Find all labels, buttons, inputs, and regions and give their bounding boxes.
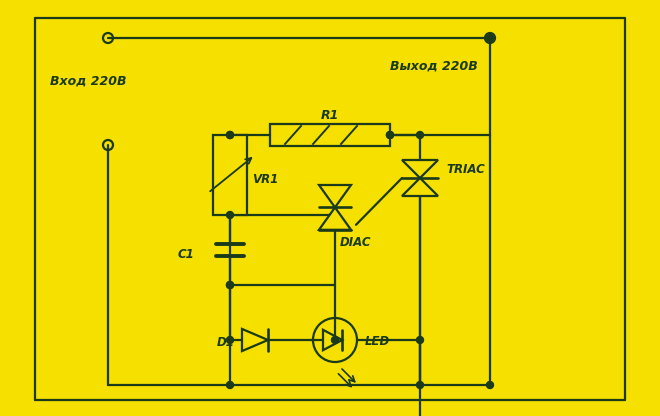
Text: Вход 220В: Вход 220В	[50, 75, 127, 88]
Circle shape	[416, 131, 424, 139]
Circle shape	[226, 381, 234, 389]
Text: DIAC: DIAC	[340, 236, 372, 249]
Text: VR1: VR1	[252, 173, 279, 186]
Bar	[213, 135, 247, 215]
Circle shape	[486, 35, 494, 42]
Polygon shape	[319, 185, 351, 208]
Circle shape	[387, 131, 393, 139]
Circle shape	[486, 381, 494, 389]
Circle shape	[416, 337, 424, 344]
Bar	[270, 124, 390, 146]
Circle shape	[331, 337, 339, 344]
Text: D1: D1	[217, 337, 235, 349]
Circle shape	[226, 131, 234, 139]
Text: Выход 220В: Выход 220В	[390, 60, 478, 73]
Text: C1: C1	[178, 248, 195, 260]
Text: R1: R1	[321, 109, 339, 122]
Circle shape	[226, 131, 234, 139]
Polygon shape	[242, 329, 268, 351]
Polygon shape	[402, 178, 438, 196]
Polygon shape	[319, 208, 351, 230]
Polygon shape	[323, 330, 342, 350]
Circle shape	[226, 337, 234, 344]
Circle shape	[226, 282, 234, 289]
Circle shape	[416, 381, 424, 389]
Text: TRIAC: TRIAC	[446, 163, 484, 176]
Circle shape	[226, 211, 234, 218]
Polygon shape	[402, 160, 438, 178]
Text: LED: LED	[365, 335, 390, 348]
Circle shape	[226, 282, 234, 289]
Circle shape	[387, 131, 393, 139]
